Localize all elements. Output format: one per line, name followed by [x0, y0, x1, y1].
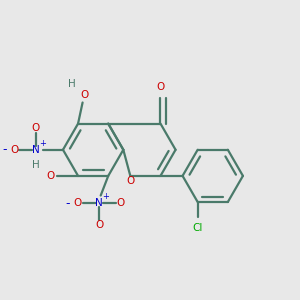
Text: O: O	[32, 123, 40, 133]
Text: O: O	[47, 171, 55, 181]
Text: N: N	[32, 145, 40, 155]
Text: O: O	[80, 90, 88, 100]
Text: H: H	[32, 160, 40, 170]
Text: O: O	[73, 198, 82, 208]
Text: O: O	[126, 176, 134, 186]
Text: +: +	[39, 139, 46, 148]
Text: H: H	[68, 80, 76, 89]
Text: O: O	[156, 82, 165, 92]
Text: O: O	[95, 220, 103, 230]
Text: N: N	[95, 198, 103, 208]
Text: O: O	[117, 198, 125, 208]
Text: +: +	[102, 192, 109, 201]
Text: -: -	[65, 196, 70, 209]
Text: Cl: Cl	[193, 223, 203, 233]
Text: -: -	[2, 143, 6, 156]
Text: O: O	[10, 145, 18, 155]
